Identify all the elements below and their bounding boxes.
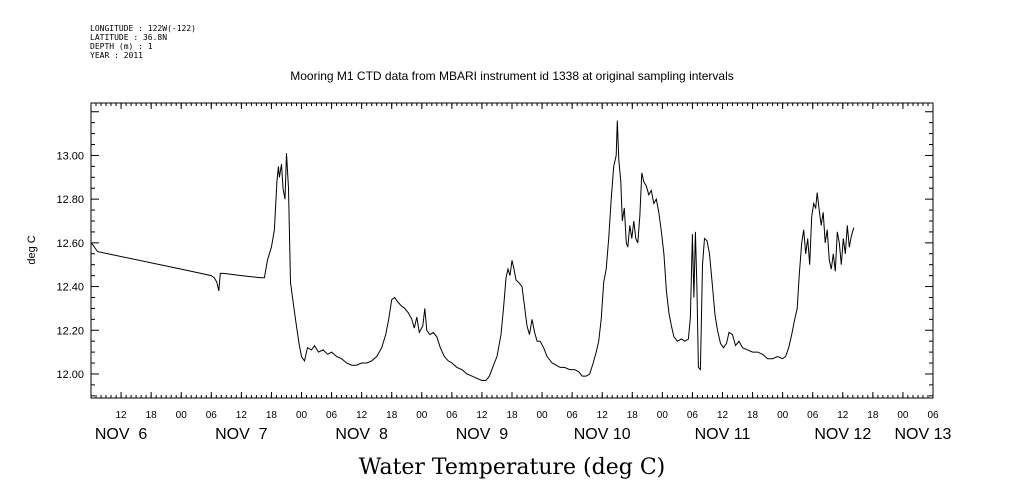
major-ticks xyxy=(91,103,934,398)
y-tick-label: 13.00 xyxy=(56,150,84,162)
y-tick-label: 12.80 xyxy=(56,194,84,206)
plot-frame xyxy=(90,102,934,399)
x-day-labels: NOV 6 NOV 7 NOV 8 NOV 9 NOV 10 NOV 11 NOV 12 NO… xyxy=(95,426,952,443)
x-hour-tick-label: 18 xyxy=(386,410,398,421)
y-tick-label: 12.00 xyxy=(56,369,84,381)
x-hour-tick-label: 18 xyxy=(747,410,759,421)
x-hour-tick-label: 06 xyxy=(567,410,579,421)
x-hour-tick-label: 00 xyxy=(416,410,428,421)
x-hour-tick-label: 12 xyxy=(116,410,128,421)
x-hour-tick-label: 06 xyxy=(687,410,699,421)
x-day-label: NOV 10 xyxy=(574,426,631,443)
year-text: YEAR : 2011 xyxy=(90,51,143,60)
x-hour-labels: 12 18 00 06 12 18 00 06 12 18 00 06 12 18 00 06 12 18 00 06… xyxy=(116,410,939,421)
x-hour-tick-label: 00 xyxy=(897,410,909,421)
x-hour-tick-label: 06 xyxy=(326,410,338,421)
x-day-label: NOV 11 xyxy=(695,426,751,443)
y-tick-label: 12.60 xyxy=(56,238,84,250)
longitude-text: LONGITUDE : 122W(-122) xyxy=(90,24,196,33)
x-hour-tick-label: 12 xyxy=(476,410,488,421)
x-hour-tick-label: 00 xyxy=(777,410,789,421)
x-hour-tick-label: 18 xyxy=(266,410,278,421)
y-tick-labels: 12.00 12.20 12.40 12.60 12.80 13.00 xyxy=(56,150,84,381)
x-hour-tick-label: 18 xyxy=(506,410,518,421)
x-hour-tick-label: 12 xyxy=(236,410,248,421)
metadata-block: LONGITUDE : 122W(-122) LATITUDE : 36.8N … xyxy=(90,24,196,60)
water-temperature-series xyxy=(90,120,855,381)
x-hour-tick-label: 00 xyxy=(537,410,549,421)
x-hour-tick-label: 00 xyxy=(176,410,188,421)
x-day-label: NOV 9 xyxy=(456,426,509,443)
hour-minor-ticks xyxy=(90,103,934,398)
y-tick-label: 12.20 xyxy=(56,325,84,337)
x-hour-tick-label: 06 xyxy=(927,410,939,421)
x-hour-tick-label: 18 xyxy=(867,410,879,421)
x-hour-tick-label: 12 xyxy=(597,410,609,421)
x-hour-tick-label: 12 xyxy=(717,410,729,421)
x-hour-tick-label: 18 xyxy=(627,410,639,421)
x-hour-tick-label: 06 xyxy=(206,410,218,421)
minor-ticks xyxy=(90,103,934,398)
x-day-label: NOV 7 xyxy=(215,426,268,443)
depth-text: DEPTH (m) : 1 xyxy=(90,42,153,51)
x-hour-tick-label: 12 xyxy=(356,410,368,421)
x-day-label: NOV 6 xyxy=(95,426,148,443)
x-hour-tick-label: 12 xyxy=(837,410,849,421)
x-hour-tick-label: 00 xyxy=(657,410,669,421)
chart-title: Mooring M1 CTD data from MBARI instrumen… xyxy=(290,69,734,83)
x-day-label: NOV 8 xyxy=(335,426,388,443)
y-tick-label: 12.40 xyxy=(56,282,84,294)
x-hour-tick-label: 00 xyxy=(296,410,308,421)
x-hour-tick-label: 18 xyxy=(146,410,158,421)
x-day-label: NOV 12 xyxy=(814,426,871,443)
y-axis-label: deg C xyxy=(26,235,38,264)
x-axis-label: Water Temperature (deg C) xyxy=(359,455,666,480)
x-hour-tick-label: 06 xyxy=(446,410,458,421)
x-hour-tick-label: 06 xyxy=(807,410,819,421)
x-day-label: NOV 13 xyxy=(895,426,952,443)
latitude-text: LATITUDE : 36.8N xyxy=(90,33,167,42)
